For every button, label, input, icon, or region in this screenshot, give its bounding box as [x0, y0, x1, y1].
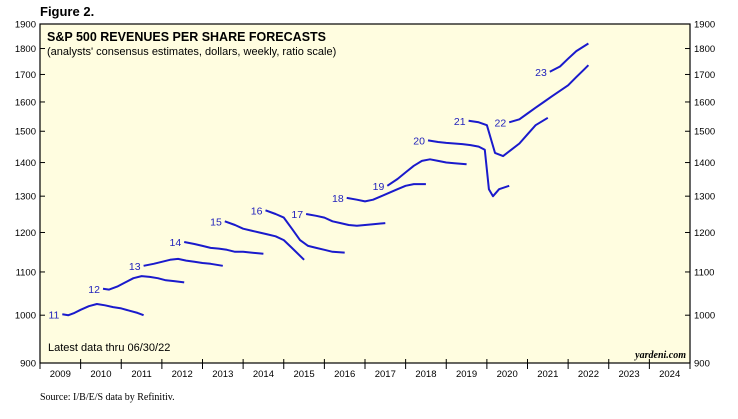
y-tick-label-right: 1800: [694, 44, 715, 55]
y-tick-label-left: 1700: [15, 70, 36, 81]
series-label-13: 13: [129, 261, 141, 273]
y-tick-label-left: 1900: [15, 20, 36, 31]
y-tick-label-right: 1500: [694, 127, 715, 138]
y-tick-label-left: 1200: [15, 228, 36, 239]
y-tick-label-right: 1600: [694, 97, 715, 108]
series-line-13: [143, 257, 223, 267]
y-axis-right: 900 1000 1100 1200 1300 1400 1500 1600 1700 1800 1…: [685, 20, 715, 370]
x-tick-label: 2017: [375, 369, 396, 380]
y-tick-label-left: 1100: [16, 267, 36, 278]
series-label-16: 16: [251, 205, 263, 217]
y-tick-label-left: 1000: [15, 311, 36, 322]
series-label-11: 11: [48, 309, 59, 321]
latest-data-note: Latest data thru 06/30/22: [48, 342, 170, 354]
series-label-23: 23: [535, 67, 547, 79]
chart-title: S&P 500 REVENUES PER SHARE FORECASTS: [47, 30, 326, 44]
y-tick-label-right: 1700: [694, 70, 715, 81]
x-axis: 2009 2010 2011 2012 2013 2014 2015 2016 2017 2018…: [39, 359, 691, 380]
series-line-21: [468, 116, 549, 158]
series-label-21: 21: [454, 116, 466, 128]
series-label-22: 22: [495, 117, 507, 129]
x-tick-label: 2010: [90, 369, 111, 380]
series-line-17: [305, 213, 386, 227]
y-tick-label-left: 1800: [15, 44, 36, 55]
chart-subtitle: (analysts' consensus estimates, dollars,…: [47, 46, 336, 58]
series-labels: 11 12 13 14 15 16 17 18 19 20 21 22 23: [48, 67, 547, 321]
x-tick-label: 2011: [131, 369, 151, 380]
x-tick-label: 2024: [659, 369, 680, 380]
series-line-14: [184, 241, 264, 255]
series-line-19: [386, 158, 467, 187]
x-tick-label: 2012: [172, 369, 193, 380]
x-tick-label: 2009: [50, 369, 71, 380]
x-tick-label: 2019: [456, 369, 477, 380]
series-label-19: 19: [373, 181, 385, 193]
x-tick-label: 2023: [618, 369, 639, 380]
y-tick-label-left: 900: [20, 359, 36, 370]
x-tick-label: 2016: [334, 369, 355, 380]
series-line-11: [62, 303, 144, 317]
series-line-12: [102, 275, 185, 291]
y-tick-label-left: 1600: [15, 97, 36, 108]
y-tick-label-right: 1100: [694, 267, 714, 278]
series-line-16: [265, 209, 345, 254]
series-line-18: [346, 183, 426, 203]
x-tick-label: 2014: [253, 369, 274, 380]
y-tick-label-left: 1400: [15, 158, 36, 169]
y-axis-left: 900 1000 1100 1200 1300 1400 1500 1600 1700 1800 1…: [15, 20, 45, 370]
y-tick-label-right: 1400: [694, 158, 715, 169]
x-tick-label: 2018: [415, 369, 436, 380]
brand-watermark: yardeni.com: [634, 350, 686, 361]
y-tick-label-left: 1500: [15, 127, 36, 138]
x-tick-label: 2022: [578, 369, 599, 380]
series-label-14: 14: [170, 237, 182, 249]
figure-label: Figure 2.: [40, 4, 95, 19]
x-tick-label: 2020: [497, 369, 518, 380]
x-tick-label: 2015: [293, 369, 314, 380]
y-tick-label-right: 900: [694, 359, 710, 370]
series-line-23: [549, 42, 589, 73]
series-line-15: [224, 220, 305, 261]
y-tick-label-right: 1300: [694, 192, 715, 203]
y-tick-label-left: 1300: [15, 192, 36, 203]
x-tick-label: 2021: [537, 369, 558, 380]
x-tick-label: 2013: [212, 369, 233, 380]
y-tick-label-right: 1000: [694, 311, 715, 322]
y-tick-label-right: 1900: [694, 20, 715, 31]
series-label-17: 17: [291, 209, 303, 221]
series-lines: [62, 42, 590, 317]
series-line-20: [427, 139, 510, 198]
series-label-18: 18: [332, 193, 344, 205]
y-tick-label-right: 1200: [694, 228, 715, 239]
source-note: Source: I/B/E/S data by Refinitiv.: [40, 392, 175, 403]
series-label-15: 15: [210, 216, 222, 228]
series-label-20: 20: [413, 135, 425, 147]
plot-area: [39, 23, 691, 364]
series-line-22: [508, 64, 590, 124]
series-label-12: 12: [88, 284, 100, 296]
